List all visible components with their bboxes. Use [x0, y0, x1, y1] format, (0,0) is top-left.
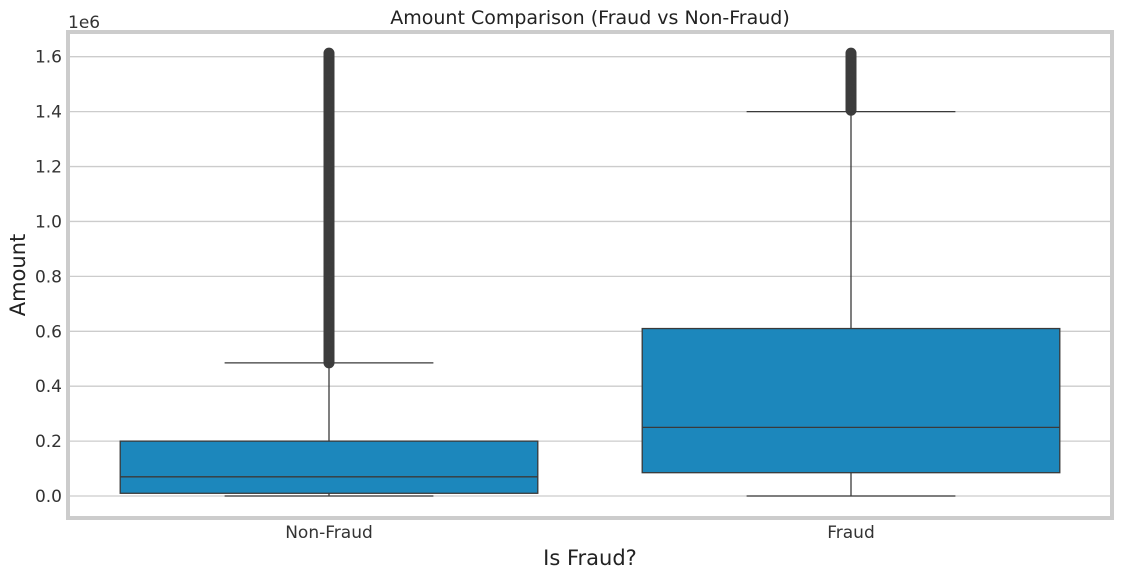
y-tick-label: 0.6 [35, 322, 62, 342]
y-tick-label: 0.2 [35, 432, 62, 452]
chart-title: Amount Comparison (Fraud vs Non-Fraud) [390, 7, 790, 29]
y-tick-label: 1.2 [35, 158, 62, 178]
y-tick-label: 1.0 [35, 212, 62, 232]
outlier-point [845, 47, 857, 59]
y-offset-label: 1e6 [68, 13, 100, 33]
y-tick-label: 1.4 [35, 103, 62, 123]
outlier-point [323, 47, 335, 59]
y-tick-labels: 0.0 0.2 0.4 0.6 0.8 1.0 1.2 1.4 1.6 [35, 48, 62, 507]
y-tick-label: 0.8 [35, 267, 62, 287]
plot-frame [66, 30, 1114, 520]
y-axis-label: Amount [6, 234, 30, 317]
y-tick-label: 0.0 [35, 487, 62, 507]
y-tick-label: 0.4 [35, 377, 62, 397]
boxes-layer [119, 47, 1061, 497]
x-axis-label: Is Fraud? [543, 546, 637, 570]
iqr-box [119, 440, 539, 494]
y-tick-label: 1.6 [35, 48, 62, 68]
x-tick-labels: Non-Fraud Fraud [285, 523, 875, 543]
x-tick-label: Fraud [827, 523, 875, 543]
x-tick-label: Non-Fraud [285, 523, 373, 543]
iqr-box [641, 327, 1061, 474]
